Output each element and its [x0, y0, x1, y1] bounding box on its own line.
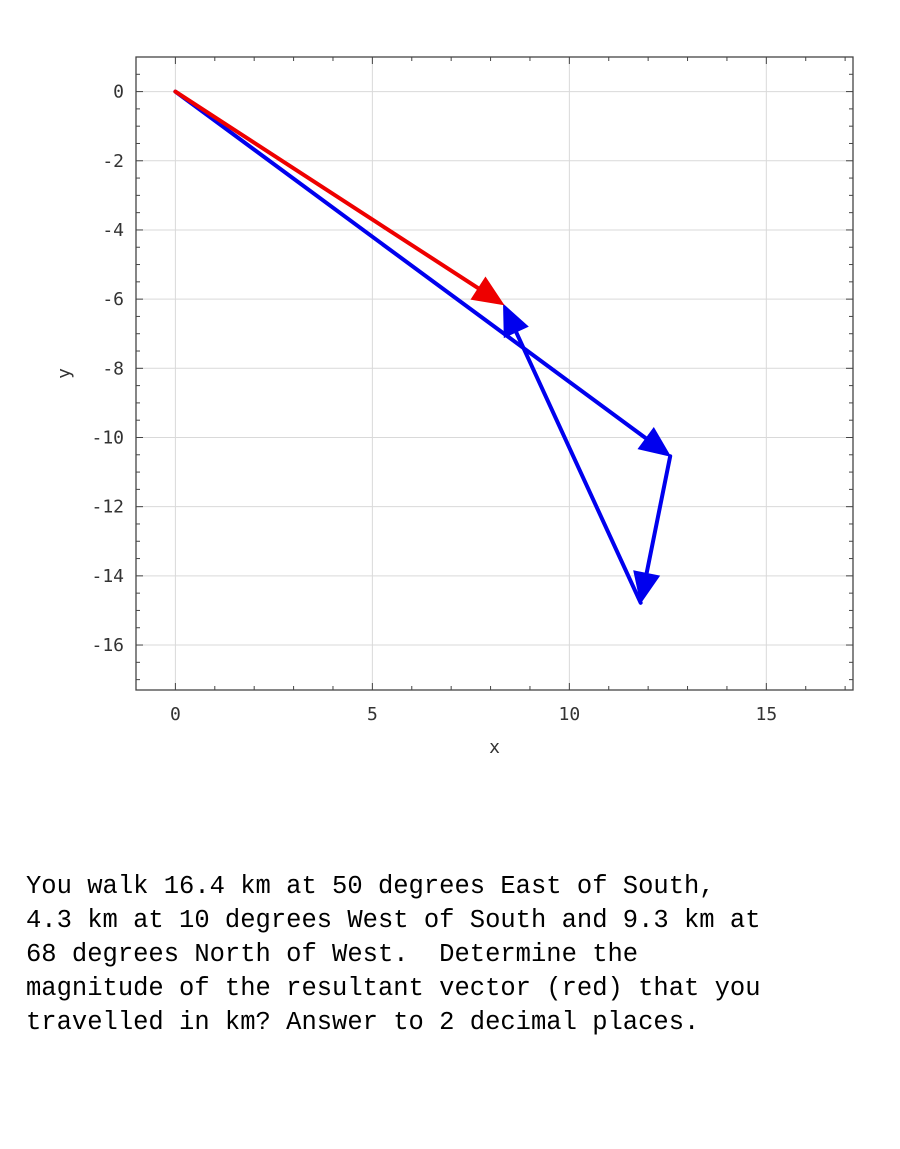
question-line: 4.3 km at 10 degrees West of South and 9… — [26, 906, 761, 935]
x-tick-label: 10 — [559, 704, 581, 725]
x-axis-label: x — [489, 737, 500, 758]
resultant-vector — [173, 89, 505, 306]
y-tick-label: -2 — [102, 151, 124, 172]
question-line: 68 degrees North of West. Determine the — [26, 940, 639, 969]
y-tick-label: -14 — [91, 566, 124, 587]
question-line: You walk 16.4 km at 50 degrees East of S… — [26, 872, 715, 901]
vector-shaft — [514, 329, 643, 605]
vector-arrowhead — [637, 426, 672, 457]
y-tick-label: -16 — [91, 635, 124, 656]
component-vector — [633, 454, 673, 605]
vector-shaft — [173, 89, 481, 291]
vector-arrowhead — [633, 570, 661, 605]
x-tick-label: 5 — [367, 704, 378, 725]
tick-labels: 0 5 10 15 0 -2 -4 -6 -8 -10 -12 -14 -16 — [91, 82, 777, 725]
y-tick-label: -6 — [102, 289, 124, 310]
y-tick-label: -10 — [91, 427, 124, 448]
y-tick-label: -4 — [102, 220, 124, 241]
component-vector — [173, 89, 672, 457]
y-tick-label: -12 — [91, 497, 124, 518]
vector-arrowhead — [503, 303, 529, 339]
vector-arrowhead — [470, 276, 505, 306]
x-tick-label: 0 — [170, 704, 181, 725]
question-line: travelled in km? Answer to 2 decimal pla… — [26, 1008, 700, 1037]
vector-shaft — [644, 454, 673, 576]
minor-ticks — [135, 56, 853, 690]
question-text: You walk 16.4 km at 50 degrees East of S… — [26, 870, 886, 1040]
vector-chart: 0 5 10 15 0 -2 -4 -6 -8 -10 -12 -14 -16 x y — [54, 56, 854, 758]
component-vector — [503, 303, 643, 605]
vectors — [173, 89, 673, 605]
vector-shaft — [173, 89, 649, 441]
question-line: magnitude of the resultant vector (red) … — [26, 974, 761, 1003]
y-tick-label: 0 — [113, 82, 124, 103]
x-tick-label: 15 — [755, 704, 777, 725]
y-axis-label: y — [54, 368, 75, 379]
y-tick-label: -8 — [102, 358, 124, 379]
grid — [136, 57, 853, 690]
plot-frame — [135, 56, 854, 691]
